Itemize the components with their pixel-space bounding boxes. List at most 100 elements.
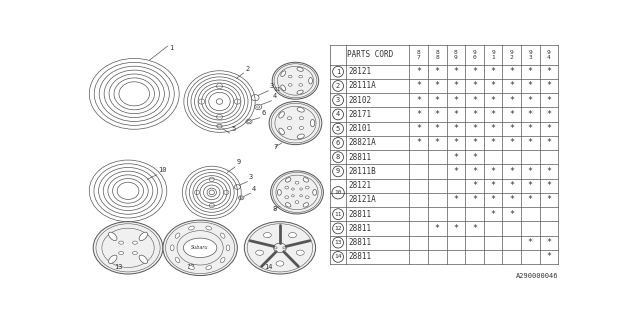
Text: *: * [435,67,440,76]
Text: 8
9: 8 9 [454,50,458,60]
Ellipse shape [132,241,138,244]
Text: *: * [472,153,477,162]
Text: 9
3: 9 3 [529,50,532,60]
Text: *: * [472,224,477,233]
Text: *: * [528,167,532,176]
Text: *: * [547,82,552,91]
Ellipse shape [189,266,195,269]
Ellipse shape [289,233,296,238]
Text: *: * [491,67,495,76]
Text: *: * [472,82,477,91]
Ellipse shape [287,117,292,120]
Text: *: * [416,139,421,148]
Ellipse shape [305,186,309,189]
Ellipse shape [313,189,317,195]
Text: 28121: 28121 [349,181,372,190]
Text: 3: 3 [249,174,253,180]
Text: *: * [528,196,532,204]
Text: 2: 2 [336,83,340,89]
Ellipse shape [109,255,117,263]
Text: 28121A: 28121A [349,196,377,204]
Text: *: * [472,181,477,190]
Text: 3: 3 [336,97,340,103]
Text: *: * [547,252,552,261]
Ellipse shape [303,203,308,207]
Text: *: * [453,139,458,148]
Text: *: * [528,139,532,148]
Ellipse shape [300,195,303,197]
Text: *: * [453,110,458,119]
Text: *: * [547,238,552,247]
Text: 28102: 28102 [349,96,372,105]
Ellipse shape [310,119,315,127]
Ellipse shape [184,238,217,258]
Ellipse shape [272,62,319,99]
Text: *: * [435,224,440,233]
Ellipse shape [279,128,284,135]
Ellipse shape [285,203,291,207]
Text: *: * [509,110,514,119]
Ellipse shape [287,126,292,130]
Text: *: * [509,139,514,148]
Ellipse shape [277,189,282,195]
Text: *: * [472,124,477,133]
Ellipse shape [264,233,271,238]
Text: *: * [416,96,421,105]
Ellipse shape [170,245,174,251]
Text: 8
7: 8 7 [417,50,420,60]
Text: *: * [435,82,440,91]
Text: *: * [472,196,477,204]
Ellipse shape [175,258,180,263]
Text: 10: 10 [158,167,167,172]
Text: *: * [416,67,421,76]
Text: 28811: 28811 [349,210,372,219]
Text: *: * [547,67,552,76]
Text: *: * [435,96,440,105]
Ellipse shape [292,188,294,190]
Text: *: * [416,124,421,133]
Text: 28171: 28171 [349,110,372,119]
Ellipse shape [295,181,299,184]
Text: 28111A: 28111A [349,82,377,91]
Ellipse shape [289,75,292,78]
Text: 4: 4 [273,93,277,100]
Text: *: * [528,110,532,119]
Text: *: * [491,124,495,133]
Text: 28811: 28811 [349,153,372,162]
Text: 9: 9 [237,159,241,165]
Text: *: * [472,167,477,176]
Ellipse shape [281,85,285,91]
Ellipse shape [285,186,289,189]
Ellipse shape [226,245,230,251]
Text: *: * [509,67,514,76]
Text: 3: 3 [270,84,274,90]
Text: *: * [547,167,552,176]
Ellipse shape [189,226,195,230]
Ellipse shape [303,178,308,182]
Text: 1: 1 [169,44,173,51]
Ellipse shape [269,101,322,145]
Text: 11: 11 [273,87,280,92]
Text: *: * [528,181,532,190]
Text: *: * [547,124,552,133]
Ellipse shape [220,233,225,238]
Text: *: * [472,139,477,148]
Ellipse shape [300,188,303,190]
Text: *: * [453,124,458,133]
Text: 13: 13 [114,264,123,270]
Text: *: * [509,181,514,190]
Text: 28101: 28101 [349,124,372,133]
Ellipse shape [271,171,323,214]
Text: *: * [472,96,477,105]
Text: 28811: 28811 [349,252,372,261]
Text: *: * [509,210,514,219]
Ellipse shape [118,252,124,255]
Text: 9
0: 9 0 [472,50,476,60]
Text: 28811: 28811 [349,238,372,247]
Text: 8: 8 [336,154,340,160]
Text: 9
4: 9 4 [547,50,551,60]
Text: *: * [528,96,532,105]
Ellipse shape [281,71,285,76]
Text: *: * [472,110,477,119]
Text: *: * [547,96,552,105]
